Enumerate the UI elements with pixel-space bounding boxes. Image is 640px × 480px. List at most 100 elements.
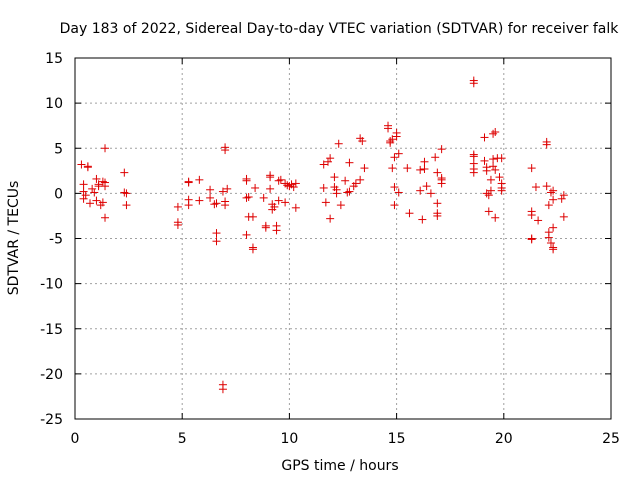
data-point — [390, 183, 399, 192]
data-point — [341, 176, 350, 185]
data-point — [356, 175, 365, 184]
y-tick-label: -25 — [40, 412, 63, 428]
data-point — [101, 182, 110, 191]
data-point — [527, 164, 536, 173]
y-tick-label: 5 — [54, 141, 63, 157]
data-point — [321, 198, 330, 207]
data-point — [291, 179, 300, 188]
data-point — [270, 202, 279, 211]
data-point — [343, 188, 352, 197]
data-point — [484, 207, 493, 216]
data-point — [92, 196, 101, 205]
data-point — [489, 155, 498, 164]
y-axis-label: SDTVAR / TECUs — [6, 181, 22, 296]
data-point — [405, 209, 414, 218]
data-point — [81, 191, 90, 200]
data-point — [527, 235, 536, 244]
data-point — [276, 175, 285, 184]
data-point — [79, 187, 88, 196]
data-point — [531, 183, 540, 192]
data-point — [345, 187, 354, 196]
data-point — [418, 215, 427, 224]
data-point — [266, 173, 275, 182]
data-point — [289, 183, 298, 192]
x-tick-label: 5 — [178, 431, 187, 447]
data-point — [330, 173, 339, 182]
y-tick-label: 0 — [54, 186, 63, 202]
data-point — [195, 196, 204, 205]
data-point — [242, 176, 251, 185]
data-point — [212, 199, 221, 208]
data-point — [120, 168, 129, 177]
data-point — [489, 162, 498, 171]
data-point — [527, 211, 536, 220]
x-tick-label: 10 — [280, 431, 298, 447]
data-point — [79, 194, 88, 203]
data-point — [495, 173, 504, 182]
data-point — [469, 79, 478, 88]
data-point — [184, 201, 193, 210]
data-point — [420, 157, 429, 166]
data-point — [469, 168, 478, 177]
data-point — [544, 233, 553, 242]
data-point — [484, 191, 493, 200]
data-point — [437, 179, 446, 188]
data-point — [420, 165, 429, 174]
data-point — [486, 186, 495, 195]
data-point — [218, 385, 227, 394]
x-tick-label: 0 — [71, 431, 80, 447]
data-point — [319, 160, 328, 169]
data-point — [212, 237, 221, 246]
data-point — [212, 229, 221, 238]
data-point — [482, 166, 491, 175]
data-point — [394, 149, 403, 158]
data-point — [281, 198, 290, 207]
data-point — [491, 213, 500, 222]
data-point — [497, 154, 506, 163]
data-point — [386, 138, 395, 147]
data-point — [285, 182, 294, 191]
data-point — [221, 146, 230, 155]
data-point — [416, 186, 425, 195]
data-point — [433, 199, 442, 208]
data-point — [431, 153, 440, 162]
y-tick-label: -15 — [40, 322, 63, 338]
data-point — [101, 144, 110, 153]
data-point — [388, 164, 397, 173]
data-point — [549, 186, 558, 195]
data-point — [491, 165, 500, 174]
data-point — [491, 128, 500, 137]
data-point — [549, 245, 558, 254]
data-point — [98, 198, 107, 207]
data-point — [390, 153, 399, 162]
data-point — [557, 194, 566, 203]
data-point — [360, 164, 369, 173]
y-tick-label: 10 — [45, 96, 63, 112]
data-point — [221, 201, 230, 210]
data-point — [79, 180, 88, 189]
data-point — [390, 201, 399, 210]
data-point — [358, 137, 367, 146]
y-tick-label: -20 — [40, 367, 63, 383]
data-point — [482, 189, 491, 198]
data-point — [94, 180, 103, 189]
y-tick-label: -5 — [49, 232, 63, 248]
data-point — [244, 192, 253, 201]
data-point — [351, 179, 360, 188]
data-point — [242, 230, 251, 239]
data-point — [88, 184, 97, 193]
data-point — [248, 245, 257, 254]
y-tick-label: 15 — [45, 51, 63, 67]
data-point — [261, 223, 270, 232]
data-point — [210, 200, 219, 209]
data-point — [326, 154, 335, 163]
data-point — [195, 175, 204, 184]
data-point — [122, 189, 131, 198]
data-point — [120, 188, 129, 197]
x-axis-label: GPS time / hours — [281, 458, 398, 474]
data-point — [173, 220, 182, 229]
data-point — [480, 156, 489, 165]
data-point — [546, 188, 555, 197]
data-point — [549, 195, 558, 204]
